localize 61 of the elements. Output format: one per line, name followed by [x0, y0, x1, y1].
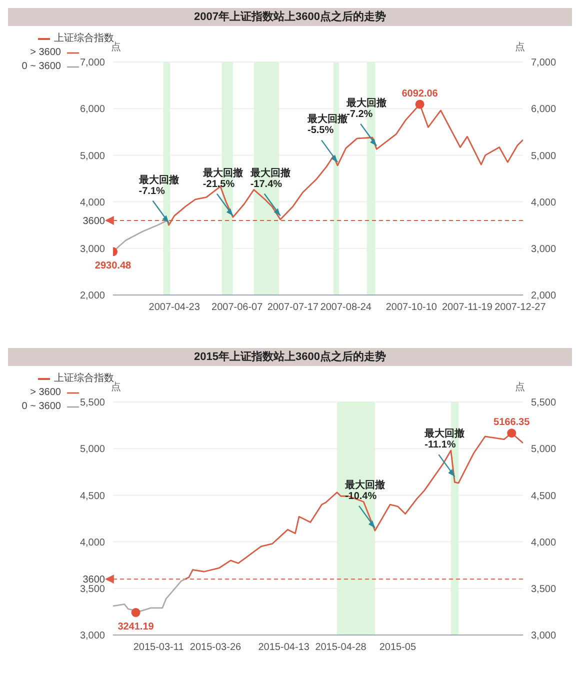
x-tick-label: 2015-04-28: [315, 642, 367, 654]
x-tick-label: 2015-04-13: [258, 642, 310, 654]
y2-tick-label: 3,000: [531, 630, 556, 642]
annotation: 最大回撤 -7.2%: [346, 96, 387, 120]
legend-label: 0 ~ 3600: [22, 60, 61, 74]
x-tick-label: 2007-04-23: [148, 302, 200, 314]
y2-tick-label: 3,000: [531, 244, 556, 255]
annotation: 最大回撤 -11.1%: [424, 428, 465, 451]
y2-tick-label: 5,000: [531, 150, 556, 162]
x-tick-label: 2015-03-26: [190, 642, 242, 654]
y-tick-label: 5,500: [80, 398, 106, 409]
ref-line-label: 3600: [82, 216, 106, 227]
y2-tick-label: 7,000: [531, 58, 556, 69]
y2-tick-label: 4,000: [531, 197, 556, 208]
y-tick-label: 3,000: [80, 244, 106, 255]
annotation: 最大回撤 -5.5%: [306, 113, 348, 136]
y2-tick-label: 5,000: [531, 444, 556, 456]
data-label: 3241.19: [118, 622, 154, 633]
x-tick-label: 2015-03-11: [133, 642, 184, 654]
x-tick-label: 2007-11-19: [442, 302, 493, 314]
y-tick-label: 4,000: [80, 537, 106, 548]
y2-tick-label: 4,000: [531, 537, 556, 548]
annotation: 最大回撤 -7.1%: [138, 174, 179, 197]
annotation: 最大回撤 -21.5%: [202, 166, 243, 190]
x-tick-label: 2007-08-24: [320, 302, 372, 314]
y2-tick-label: 3,500: [531, 584, 556, 595]
legend-title: 上证综合指数: [54, 32, 114, 44]
x-tick-label: 2007-10-10: [386, 302, 438, 314]
data-label: 6092.06: [402, 88, 438, 100]
chart-title: 2015年上证指数站上3600点之后的走势: [8, 348, 572, 366]
chart-title: 2007年上证指数站上3600点之后的走势: [8, 8, 572, 26]
y2-tick-label: 5,500: [531, 398, 556, 409]
y2-axis-title: 点: [515, 380, 525, 394]
y2-tick-label: 6,000: [531, 104, 556, 116]
y-tick-label: 4,500: [80, 490, 106, 502]
y-tick-label: 5,000: [80, 150, 106, 162]
ref-line-label: 3600: [82, 574, 106, 586]
y-axis-title: 点: [111, 42, 121, 54]
x-tick-label: 2007-06-07: [212, 302, 264, 314]
y-tick-label: 4,000: [80, 197, 106, 208]
x-tick-label: 2007-12-27: [494, 302, 546, 314]
y2-axis-title: 点: [515, 40, 525, 54]
y-tick-label: 2,000: [80, 290, 106, 302]
x-tick-label: 2015-05: [379, 642, 417, 654]
y-tick-label: 3,500: [80, 584, 106, 595]
annotation: 最大回撤 -10.4%: [344, 478, 385, 502]
data-label: 2930.48: [94, 260, 132, 272]
legend-label: > 3600: [30, 46, 61, 60]
legend-title: 上证综合指数: [54, 372, 114, 384]
x-tick-label: 2007-07-17: [267, 302, 319, 314]
legend-label: 0 ~ 3600: [22, 400, 61, 414]
y-tick-label: 6,000: [80, 104, 106, 116]
y-axis-title: 点: [111, 382, 121, 394]
y-tick-label: 5,000: [80, 444, 106, 456]
y2-tick-label: 2,000: [531, 290, 556, 302]
y-tick-label: 7,000: [80, 58, 106, 69]
y-tick-label: 3,000: [80, 630, 106, 642]
legend-label: > 3600: [30, 386, 61, 400]
annotation: 最大回撤 -17.4%: [249, 166, 290, 190]
data-label: 5166.35: [494, 417, 530, 428]
y2-tick-label: 4,500: [531, 490, 556, 502]
